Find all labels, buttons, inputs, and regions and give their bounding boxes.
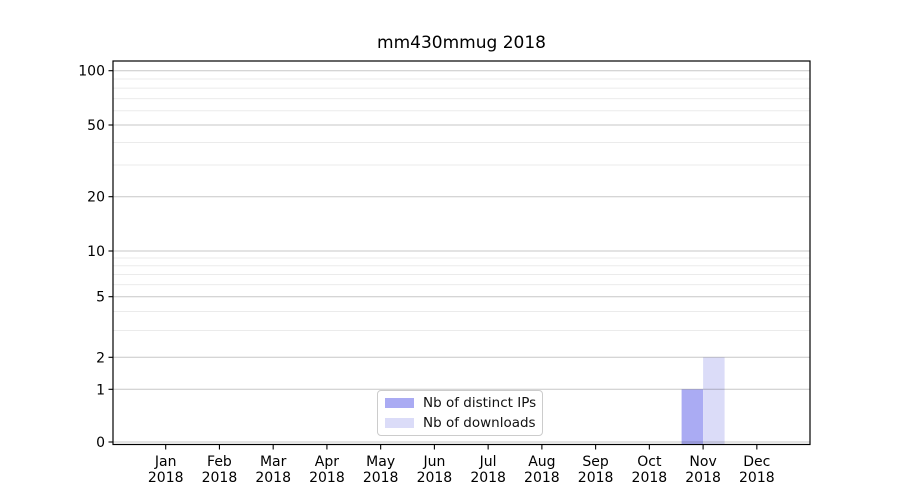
y-tick-label: 2 — [96, 350, 105, 366]
legend-label-distinct-ips: Nb of distinct IPs — [423, 395, 537, 411]
x-tick-label-month: Jan — [154, 454, 177, 470]
legend: Nb of distinct IPs Nb of downloads — [377, 390, 543, 436]
legend-swatch-downloads — [385, 418, 414, 428]
y-tick-label: 100 — [78, 64, 105, 80]
x-tick-label-month: May — [366, 454, 395, 470]
x-tick-label-year: 2018 — [524, 470, 560, 486]
x-tick-label-year: 2018 — [417, 470, 453, 486]
legend-item-distinct-ips: Nb of distinct IPs — [385, 395, 537, 412]
x-tick-label-month: Mar — [260, 454, 287, 470]
x-tick-label-month: Dec — [743, 454, 770, 470]
y-tick-label: 10 — [87, 244, 105, 260]
x-tick-label-month: Jun — [422, 454, 445, 470]
x-tick-label-year: 2018 — [470, 470, 506, 486]
axes-frame — [112, 60, 811, 446]
bar-nb-of-downloads-nov-2018 — [703, 357, 725, 445]
x-tick-label-month: Feb — [207, 454, 232, 470]
legend-item-downloads: Nb of downloads — [385, 415, 536, 432]
x-tick-label-year: 2018 — [632, 470, 668, 486]
x-tick-label-year: 2018 — [255, 470, 291, 486]
y-tick-label: 0 — [96, 435, 105, 451]
x-tick-label-month: Apr — [315, 454, 339, 470]
y-tick-label: 20 — [87, 190, 105, 206]
x-tick-label-year: 2018 — [363, 470, 399, 486]
legend-label-downloads: Nb of downloads — [423, 415, 536, 431]
x-tick-label-year: 2018 — [739, 470, 775, 486]
y-tick-label: 1 — [96, 382, 105, 398]
x-tick-label-month: Nov — [689, 454, 716, 470]
x-tick-label-year: 2018 — [148, 470, 184, 486]
x-tick-label-year: 2018 — [202, 470, 238, 486]
y-tick-label: 50 — [87, 118, 105, 134]
y-tick-label: 5 — [96, 290, 105, 306]
x-tick-label-month: Aug — [528, 454, 555, 470]
bar-nb-of-distinct-ips-nov-2018 — [681, 389, 704, 445]
legend-swatch-distinct-ips — [385, 398, 414, 408]
x-tick-label-year: 2018 — [578, 470, 614, 486]
chart-title: mm430mmug 2018 — [377, 33, 546, 53]
x-tick-label-month: Oct — [637, 454, 662, 470]
x-tick-label-month: Sep — [582, 454, 609, 470]
x-tick-label-year: 2018 — [685, 470, 721, 486]
x-tick-label-month: Jul — [479, 454, 497, 470]
x-tick-label-year: 2018 — [309, 470, 345, 486]
